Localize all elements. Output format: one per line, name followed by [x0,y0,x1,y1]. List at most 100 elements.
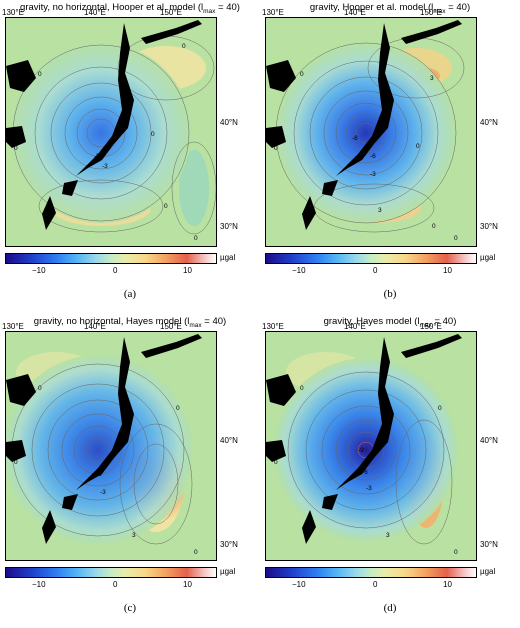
contour-lines [12,35,216,235]
colorbar-tick: 10 [183,580,192,589]
contour-label: 0 [300,385,304,392]
colorbar-tick: 10 [443,580,452,589]
contour-label: 0 [274,459,278,466]
lon-tick-label: 140°E [344,8,366,17]
contour-label: 3 [430,75,434,82]
colorbar-tick: 10 [443,266,452,275]
gravity-map: 0 3 -8 -6 -3 0 3 0 0 0 [265,17,477,247]
lat-tick-label: 30°N [220,540,238,549]
panel-title: gravity, no horizontal, Hayes model (lma… [33,316,227,329]
colorbar-tick: −10 [292,266,306,275]
gravity-map: 0 0 -6 -3 3 0 0 [5,331,217,561]
contour-label: -9 [358,447,364,454]
coastlines [266,20,462,230]
lon-tick-label: 130°E [2,8,24,17]
colorbar-unit: µgal [480,567,496,576]
lat-tick-label: 40°N [480,436,498,445]
colorbar [265,567,477,578]
colorbar-unit: µgal [220,567,236,576]
lon-tick-label: 130°E [262,8,284,17]
coastlines [6,334,202,544]
lat-tick-label: 40°N [220,118,238,127]
contour-label: -5 [94,153,100,160]
panel-caption: (b) [383,288,397,300]
lon-tick-label: 130°E [2,322,24,331]
lat-tick-label: 30°N [220,222,238,231]
lon-tick-label: 150°E [160,8,182,17]
contour-label: 0 [432,223,436,230]
lat-tick-label: 30°N [480,540,498,549]
negative-anomaly [274,358,458,542]
panel-title: gravity, Hayes model (lmax = 40) [323,316,457,329]
colorbar-unit: µgal [480,253,496,262]
contour-label: -6 [96,471,102,478]
colorbar-tick: −10 [32,266,46,275]
panel-caption: (c) [123,602,137,614]
colorbar-tick: 0 [373,266,378,275]
negative-anomaly [276,43,456,223]
contour-label: 0 [164,203,168,210]
colorbar [5,253,217,264]
panel-caption: (a) [123,288,137,300]
negative-anomaly [6,355,193,545]
contour-label: 3 [386,532,390,539]
lat-tick-label: 30°N [480,222,498,231]
contour-label: 0 [176,405,180,412]
colorbar-tick: −10 [292,580,306,589]
lon-tick-label: 150°E [420,322,442,331]
lat-tick-label: 40°N [220,436,238,445]
panel-a: gravity, no horizontal, Hooper et al. mo… [0,0,260,314]
lat-tick-label: 40°N [480,118,498,127]
panel-title: gravity, Hooper et al. model (lmax = 40) [309,2,471,15]
contour-label: 0 [438,405,442,412]
contour-label: 0 [38,385,42,392]
contour-label: 0 [182,43,186,50]
colorbar-unit: µgal [220,253,236,262]
contour-label: 0 [454,549,458,556]
gravity-map: 0 0 -9 -6 -3 3 0 0 [265,331,477,561]
lon-tick-label: 150°E [160,322,182,331]
coastlines [6,20,202,230]
colorbar-tick: 0 [373,580,378,589]
negative-anomaly [179,150,209,226]
lon-tick-label: 130°E [262,322,284,331]
contour-label: 0 [454,235,458,242]
contour-label: -3 [366,485,372,492]
coastlines [266,334,462,544]
contour-lines [287,371,453,545]
panel-b: gravity, Hooper et al. model (lmax = 40)… [260,0,520,314]
contour-label: -6 [370,153,376,160]
lon-tick-label: 140°E [84,322,106,331]
negative-anomaly [11,43,191,223]
contour-label: 0 [38,71,42,78]
contour-label: -6 [362,469,368,476]
contour-label: 3 [378,207,382,214]
colorbar-tick: 0 [113,266,118,275]
contour-label: -3 [370,171,376,178]
colorbar-tick: 0 [113,580,118,589]
contour-label: -3 [102,163,108,170]
lon-tick-label: 140°E [84,8,106,17]
contour-label: 0 [14,145,18,152]
contour-label: 0 [274,145,278,152]
colorbar [5,567,217,578]
contour-label: 0 [14,459,18,466]
panel-title: gravity, no horizontal, Hooper et al. mo… [20,2,240,15]
panel-caption: (d) [383,602,397,614]
colorbar-tick: 10 [183,266,192,275]
contour-label: 0 [194,549,198,556]
contour-label: 0 [151,131,155,138]
panel-c: gravity, no horizontal, Hayes model (lma… [0,314,260,628]
lon-tick-label: 150°E [420,8,442,17]
contour-label: -8 [352,135,358,142]
contour-label: 0 [194,235,198,242]
panel-d: gravity, Hayes model (lmax = 40) 130°E 1… [260,314,520,628]
contour-label: -3 [100,489,106,496]
colorbar [265,253,477,264]
lon-tick-label: 140°E [344,322,366,331]
gravity-map: 0 0 0 0 -5 -3 0 0 [5,17,217,247]
colorbar-tick: −10 [32,580,46,589]
contour-label: 3 [132,532,136,539]
contour-label: 0 [300,71,304,78]
contour-label: 0 [416,143,420,150]
